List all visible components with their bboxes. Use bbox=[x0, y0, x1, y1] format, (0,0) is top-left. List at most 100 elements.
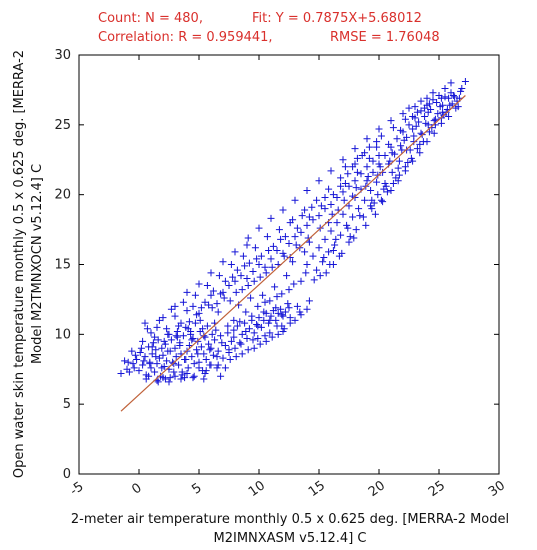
data-point bbox=[291, 316, 299, 324]
data-point bbox=[313, 266, 321, 274]
data-point bbox=[413, 108, 421, 116]
data-point bbox=[208, 304, 216, 312]
data-point bbox=[341, 179, 349, 187]
data-point bbox=[339, 210, 347, 218]
data-point bbox=[139, 361, 147, 369]
data-point bbox=[321, 235, 329, 243]
data-point bbox=[148, 343, 156, 351]
data-point bbox=[175, 361, 183, 369]
data-point bbox=[183, 369, 191, 377]
data-point bbox=[230, 316, 238, 324]
data-point bbox=[315, 212, 323, 220]
data-point bbox=[377, 196, 385, 204]
data-point bbox=[441, 85, 449, 93]
data-point bbox=[224, 322, 232, 330]
data-point bbox=[256, 273, 264, 281]
data-point bbox=[381, 152, 389, 160]
data-point bbox=[262, 337, 270, 345]
data-point bbox=[221, 364, 229, 372]
data-point bbox=[196, 316, 204, 324]
data-point bbox=[163, 357, 171, 365]
statistics-header: Count: N = 480, Fit: Y = 0.7875X+5.68012… bbox=[0, 0, 537, 48]
data-point bbox=[181, 374, 189, 382]
data-point bbox=[171, 302, 179, 310]
data-point bbox=[221, 342, 229, 350]
data-point bbox=[147, 364, 155, 372]
data-point bbox=[255, 314, 263, 322]
data-point bbox=[297, 277, 305, 285]
data-point bbox=[206, 346, 214, 354]
data-point bbox=[133, 355, 141, 363]
data-point bbox=[191, 319, 199, 327]
x-tick-label: 20 bbox=[366, 478, 388, 500]
data-point bbox=[267, 214, 275, 222]
data-point bbox=[209, 351, 217, 359]
data-point bbox=[256, 340, 264, 348]
data-point bbox=[309, 216, 317, 224]
data-point bbox=[170, 360, 178, 368]
data-point bbox=[189, 335, 197, 343]
data-point bbox=[301, 248, 309, 256]
data-point bbox=[154, 336, 162, 344]
data-point bbox=[320, 254, 328, 262]
data-point bbox=[257, 252, 265, 260]
data-point bbox=[429, 89, 437, 97]
data-point bbox=[237, 272, 245, 280]
data-point bbox=[160, 337, 168, 345]
data-point bbox=[315, 244, 323, 252]
data-point bbox=[261, 263, 269, 271]
data-point bbox=[415, 118, 423, 126]
data-point bbox=[262, 269, 270, 277]
data-point bbox=[152, 353, 160, 361]
data-point bbox=[243, 335, 251, 343]
data-point bbox=[233, 322, 241, 330]
data-point bbox=[339, 188, 347, 196]
x-tick-label: 5 bbox=[189, 481, 204, 498]
data-point bbox=[344, 170, 352, 178]
data-point bbox=[209, 287, 217, 295]
data-point bbox=[395, 157, 403, 165]
data-point bbox=[177, 375, 185, 383]
data-point bbox=[250, 277, 258, 285]
data-point bbox=[274, 330, 282, 338]
data-point bbox=[233, 266, 241, 274]
data-point bbox=[274, 309, 282, 317]
data-point bbox=[344, 224, 352, 232]
data-point bbox=[280, 252, 288, 260]
data-point bbox=[232, 353, 240, 361]
data-point bbox=[461, 78, 469, 86]
data-point bbox=[329, 247, 337, 255]
data-point bbox=[457, 87, 465, 95]
data-point bbox=[441, 93, 449, 101]
data-point bbox=[239, 252, 247, 260]
data-point bbox=[401, 115, 409, 123]
data-point bbox=[227, 261, 235, 268]
data-point bbox=[327, 200, 335, 208]
data-point bbox=[291, 196, 299, 204]
data-point bbox=[172, 353, 180, 361]
data-point bbox=[140, 357, 148, 365]
data-point bbox=[143, 325, 151, 333]
data-point bbox=[383, 188, 391, 196]
data-point bbox=[434, 110, 442, 118]
data-point bbox=[319, 258, 327, 266]
data-point bbox=[137, 344, 145, 352]
data-point bbox=[244, 234, 252, 242]
data-point bbox=[284, 300, 292, 308]
data-point bbox=[290, 280, 298, 288]
data-point bbox=[353, 168, 361, 176]
x-tick-label: 30 bbox=[486, 478, 508, 500]
data-point bbox=[436, 103, 444, 111]
data-point bbox=[321, 205, 329, 213]
data-point bbox=[281, 308, 289, 316]
data-point bbox=[327, 227, 335, 235]
data-point bbox=[159, 351, 167, 359]
data-point bbox=[267, 312, 275, 320]
data-point bbox=[273, 247, 281, 255]
data-point bbox=[236, 318, 244, 326]
data-point bbox=[437, 119, 445, 127]
data-point bbox=[337, 231, 345, 239]
data-point bbox=[227, 337, 235, 345]
data-point bbox=[189, 374, 197, 382]
x-axis-title-line-1: 2-meter air temperature monthly 0.5 x 0.… bbox=[71, 512, 509, 527]
